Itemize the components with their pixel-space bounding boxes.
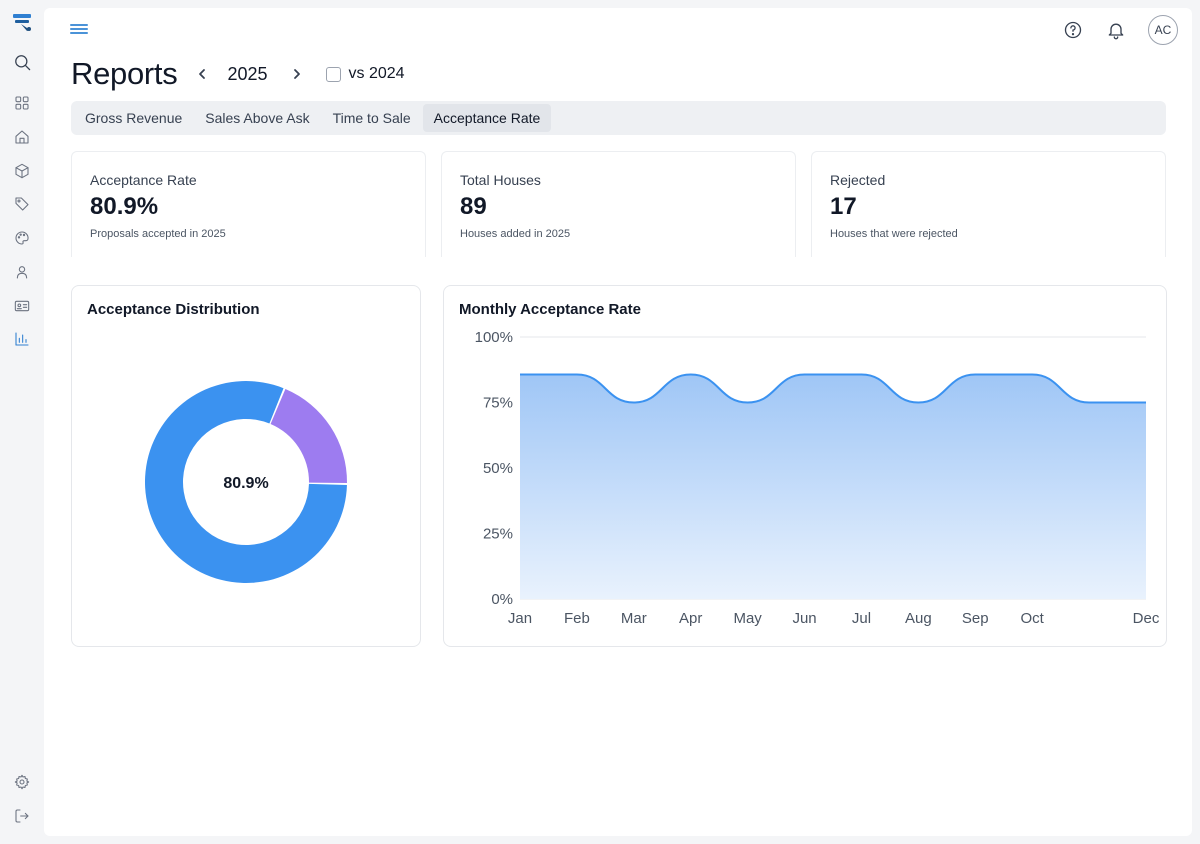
data-point-dec[interactable]: [1143, 400, 1149, 406]
avatar[interactable]: AC: [1148, 15, 1178, 45]
area-line: [519, 373, 1146, 404]
data-point-oct[interactable]: [1029, 371, 1035, 377]
bar-chart-icon[interactable]: [11, 328, 33, 350]
donut-slice-0[interactable]: [145, 381, 347, 583]
data-point-mar[interactable]: [631, 400, 637, 406]
title-row: Reports 2025 vs 2024: [71, 54, 405, 94]
acceptance-distribution-card: Acceptance Distribution 80.9%: [71, 285, 421, 647]
monthly-acceptance-card: Monthly Acceptance Rate 100% 75% 50% 25% 0% J…: [443, 285, 1167, 647]
compare-label[interactable]: vs 2024: [348, 65, 405, 82]
data-point-jun[interactable]: [802, 371, 808, 377]
report-tabs: Gross Revenue Sales Above Ask Time to Sa…: [71, 101, 1166, 135]
y-tick-label: 100%: [475, 329, 513, 346]
tag-icon[interactable]: [11, 193, 33, 215]
logout-icon[interactable]: [11, 805, 33, 827]
stat-value: 80.9%: [90, 193, 159, 220]
stat-card-acceptance-rate: Acceptance Rate 80.9% Proposals accepted…: [71, 151, 426, 257]
stat-value: 17: [830, 193, 857, 220]
stat-card-rejected: Rejected 17 Houses that were rejected: [811, 151, 1166, 257]
main-panel: AC Reports 2025 vs 2024 Gross Revenue Sa…: [44, 8, 1192, 836]
search-icon[interactable]: [11, 51, 33, 73]
tab-time-to-sale[interactable]: Time to Sale: [332, 110, 411, 126]
x-tick-label: Aug: [905, 610, 932, 627]
data-point-feb[interactable]: [574, 371, 580, 377]
area-fill: [520, 374, 1146, 599]
data-point-jan[interactable]: [517, 371, 523, 377]
x-tick-label: Jul: [852, 610, 871, 627]
stat-sub: Proposals accepted in 2025: [90, 228, 226, 240]
chevron-right-icon[interactable]: [288, 65, 306, 83]
chart-title: Monthly Acceptance Rate: [459, 301, 641, 318]
stat-sub: Houses added in 2025: [460, 228, 571, 240]
x-tick-label: Mar: [621, 610, 647, 627]
year-label: 2025: [227, 63, 268, 84]
stat-label: Total Houses: [460, 172, 541, 188]
x-tick-label: Apr: [679, 610, 702, 627]
y-tick-label: 0%: [491, 591, 513, 608]
header-actions: AC: [1062, 15, 1178, 45]
tab-acceptance-rate[interactable]: Acceptance Rate: [422, 104, 552, 132]
donut-center-label: 80.9%: [223, 475, 268, 492]
x-tick-label: Jan: [508, 610, 532, 627]
data-point-nov[interactable]: [1086, 400, 1092, 406]
palette-icon[interactable]: [11, 227, 33, 249]
home-icon[interactable]: [11, 126, 33, 148]
stat-card-total-houses: Total Houses 89 Houses added in 2025: [441, 151, 796, 257]
id-card-icon[interactable]: [11, 295, 33, 317]
menu-icon[interactable]: [70, 22, 88, 38]
compare-checkbox[interactable]: [325, 66, 341, 82]
x-tick-label: Feb: [564, 610, 590, 627]
box-icon[interactable]: [11, 160, 33, 182]
x-tick-label: Oct: [1021, 610, 1045, 627]
sidebar: [0, 0, 44, 844]
y-tick-label: 75%: [483, 395, 513, 412]
stat-sub: Houses that were rejected: [830, 228, 958, 240]
x-tick-label: Dec: [1133, 610, 1160, 627]
tab-sales-above-ask[interactable]: Sales Above Ask: [205, 110, 310, 126]
monthly-acceptance-chart: 100% 75% 50% 25% 0% Jan Feb Mar Apr May Jun Jul Aug S…: [475, 329, 1160, 627]
y-tick-label: 50%: [483, 460, 513, 477]
data-point-jul[interactable]: [858, 371, 864, 377]
user-icon[interactable]: [11, 261, 33, 283]
chart-title: Acceptance Distribution: [87, 301, 260, 318]
stat-label: Acceptance Rate: [90, 172, 197, 188]
page-title: Reports: [71, 56, 178, 91]
help-circle-icon[interactable]: [1062, 19, 1084, 41]
bell-icon[interactable]: [1105, 19, 1127, 41]
data-point-aug[interactable]: [915, 400, 921, 406]
y-tick-label: 25%: [483, 526, 513, 543]
x-tick-label: Sep: [962, 610, 989, 627]
chevron-left-icon[interactable]: [193, 65, 211, 83]
dashboard-icon[interactable]: [11, 92, 33, 114]
data-point-may[interactable]: [745, 400, 751, 406]
x-tick-label: Jun: [792, 610, 816, 627]
stat-value: 89: [460, 193, 487, 220]
tab-gross-revenue[interactable]: Gross Revenue: [85, 110, 183, 126]
acceptance-distribution-chart: 80.9%: [145, 381, 347, 583]
data-point-sep[interactable]: [972, 371, 978, 377]
x-tick-label: May: [733, 610, 762, 627]
settings-icon[interactable]: [11, 771, 33, 793]
logo-icon[interactable]: [11, 11, 33, 33]
data-point-apr[interactable]: [688, 371, 694, 377]
stat-label: Rejected: [830, 172, 886, 188]
donut-slice-1[interactable]: [270, 389, 347, 484]
